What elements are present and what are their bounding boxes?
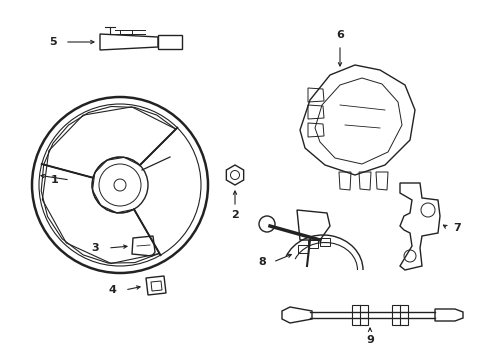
- Text: 4: 4: [108, 285, 116, 295]
- Text: 9: 9: [366, 335, 373, 345]
- Text: 5: 5: [49, 37, 57, 47]
- Text: 8: 8: [258, 257, 265, 267]
- Text: 6: 6: [335, 30, 343, 40]
- Text: 7: 7: [452, 223, 460, 233]
- Text: 2: 2: [231, 210, 238, 220]
- Text: 3: 3: [91, 243, 99, 253]
- Text: 1: 1: [51, 175, 59, 185]
